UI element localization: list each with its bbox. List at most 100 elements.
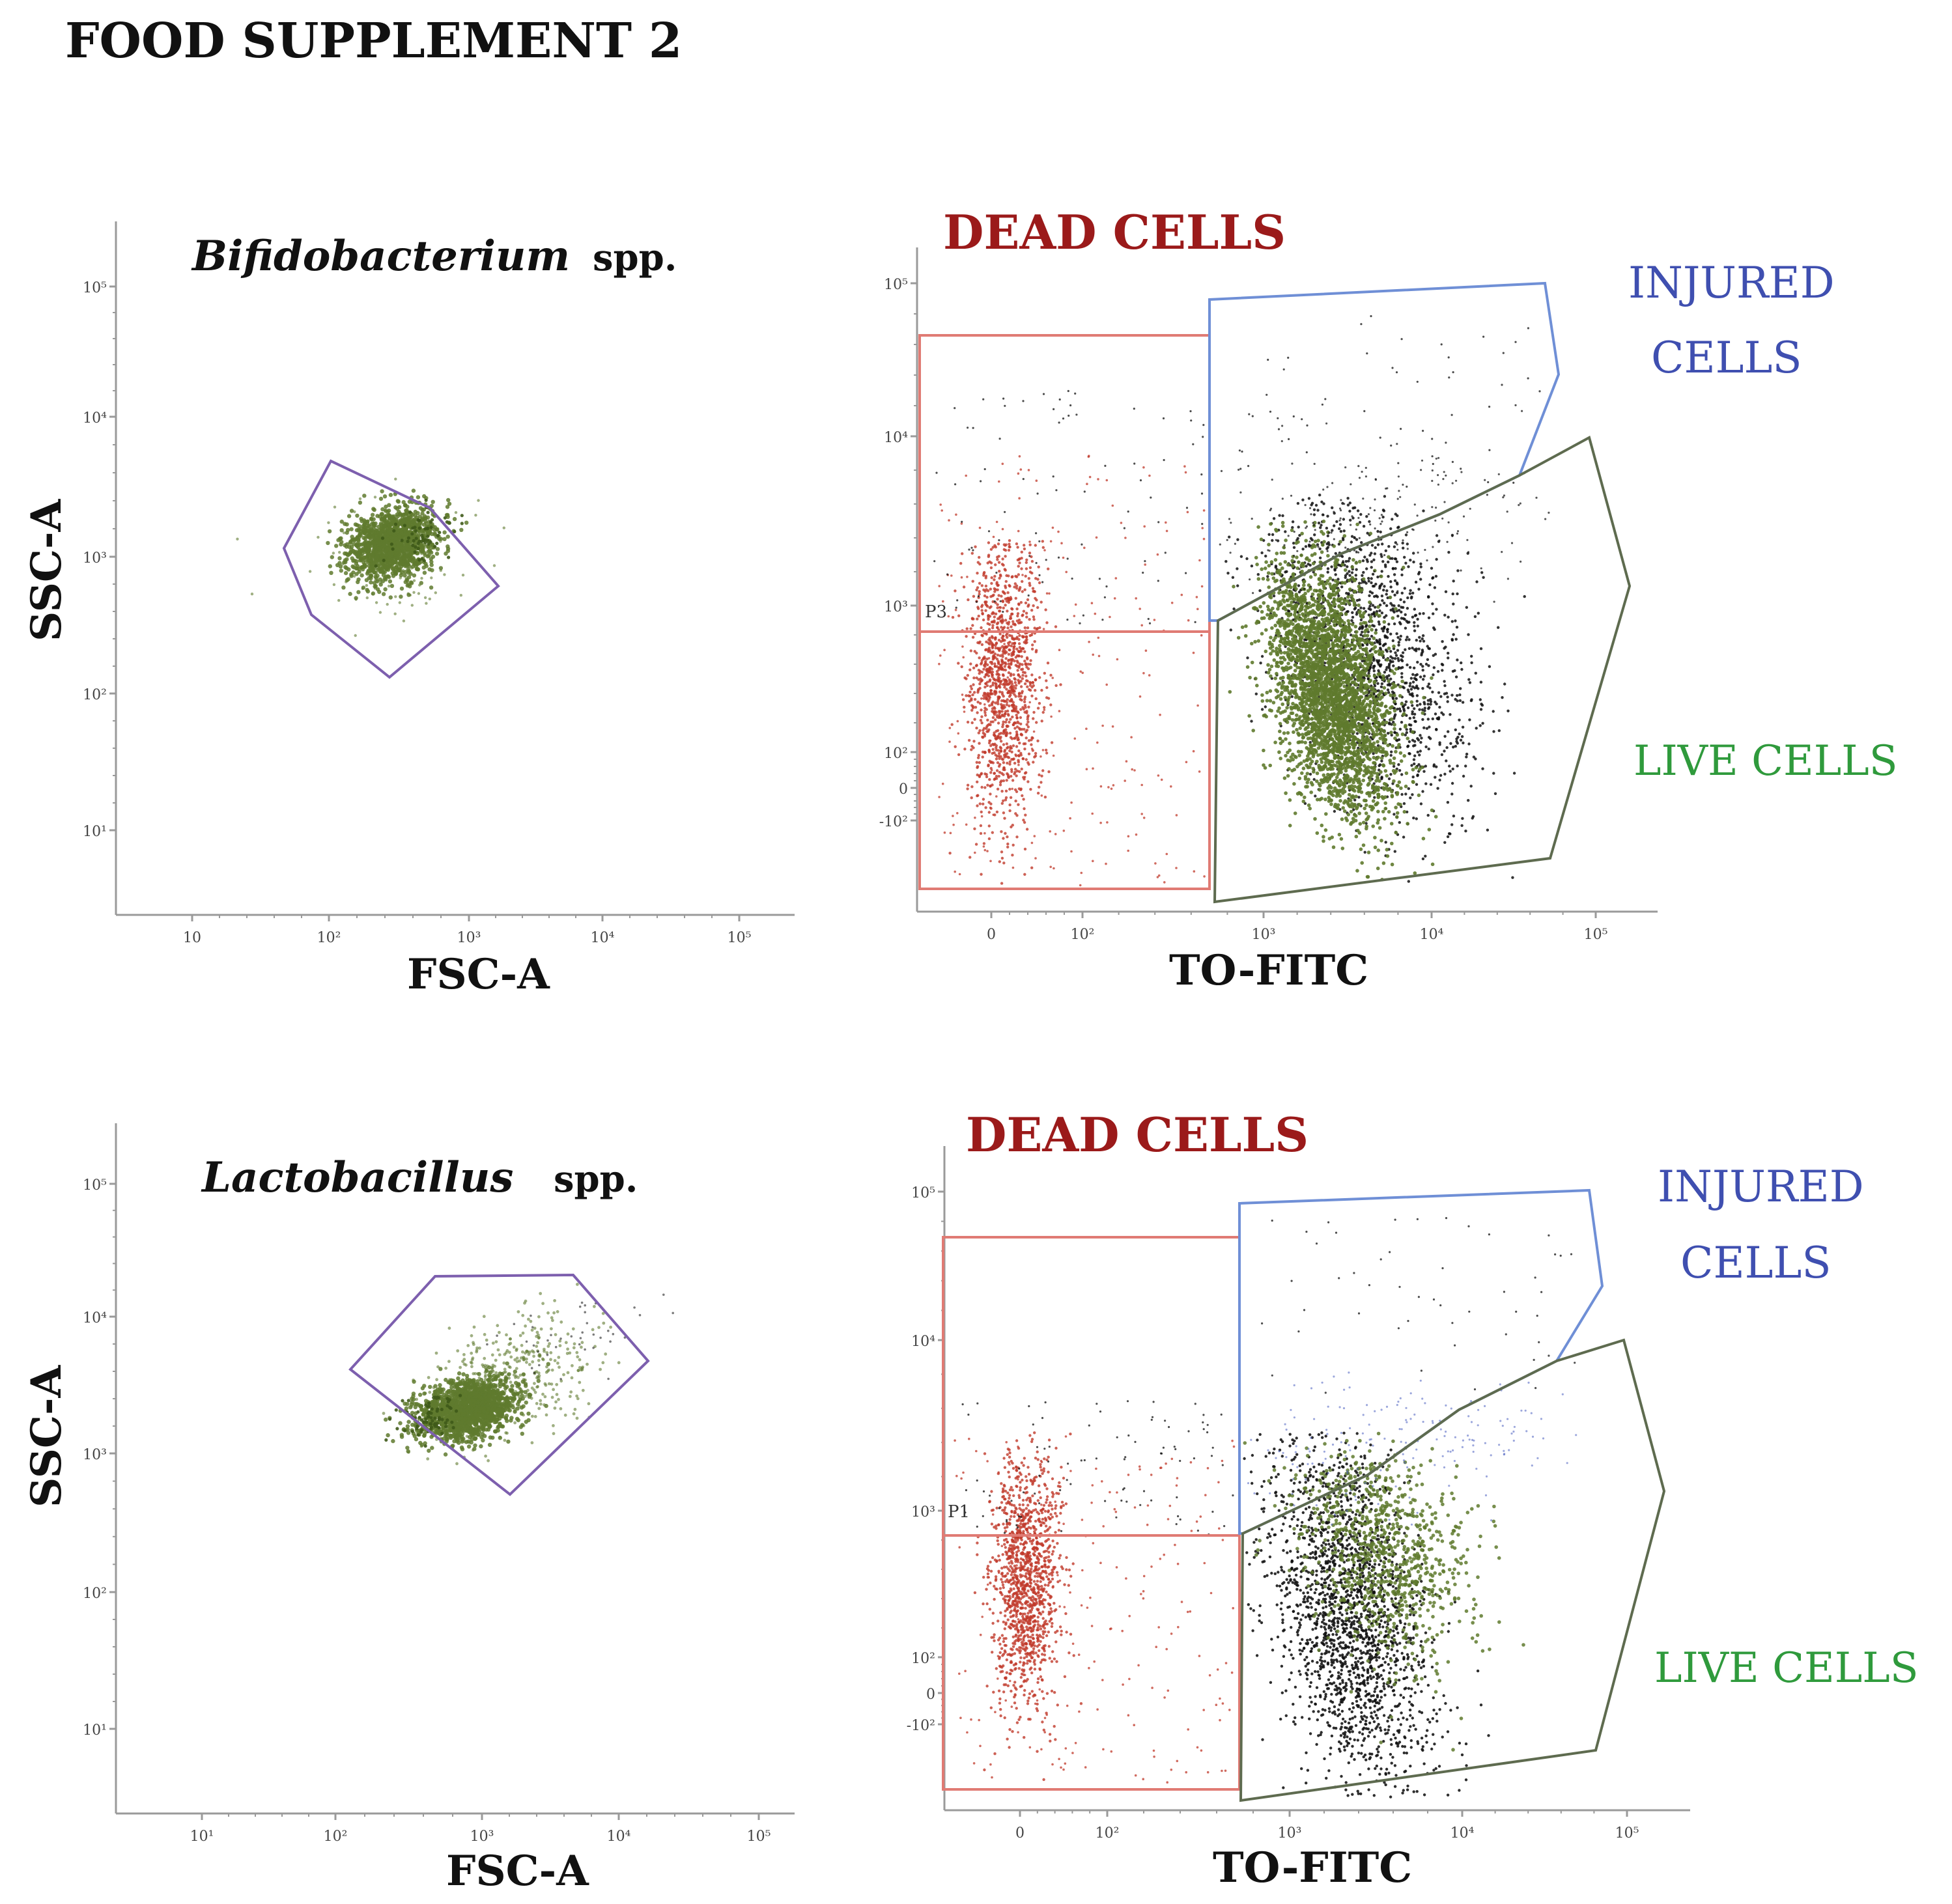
dead-event-dot <box>997 774 1000 778</box>
event-dot <box>375 601 378 604</box>
event-dot <box>1083 490 1086 493</box>
event-dot <box>993 600 996 603</box>
dead-event-dot <box>982 731 985 735</box>
event-dot <box>1147 617 1150 621</box>
live-event-dot <box>1398 769 1402 772</box>
dead-event-dot <box>1052 754 1055 757</box>
live-event-dot <box>1415 783 1419 786</box>
event-dot <box>352 574 356 578</box>
dead-event-dot <box>958 873 961 876</box>
live-event-dot <box>1403 555 1406 559</box>
dead-event-dot <box>1017 573 1021 576</box>
dead-event-dot <box>988 704 991 707</box>
live-event-dot <box>1380 570 1383 573</box>
live-event-dot <box>1389 602 1393 605</box>
live-event-dot <box>1404 533 1408 537</box>
dead-event-dot <box>1014 753 1017 756</box>
dead-event-dot <box>978 563 982 566</box>
y-tick-label: -10² <box>879 814 908 830</box>
dead-event-dot <box>939 503 942 506</box>
live-event-dot <box>1400 792 1404 796</box>
dead-event-dot <box>1008 649 1011 652</box>
live-event-dot <box>1467 742 1471 746</box>
event-dot <box>365 587 369 593</box>
event-dot <box>446 497 451 503</box>
live-event-dot <box>1339 529 1343 533</box>
live-event-dot <box>1428 725 1431 729</box>
live-event-dot <box>1388 684 1392 687</box>
dead-event-dot <box>982 574 985 577</box>
dead-event-dot <box>1021 613 1025 617</box>
live-event-dot <box>1452 815 1456 818</box>
dead-event-dot <box>1140 624 1143 627</box>
dead-event-dot <box>1013 707 1016 710</box>
dead-event-dot <box>1028 552 1032 555</box>
event-dot <box>393 505 398 510</box>
live-event-dot <box>1415 704 1419 707</box>
live-event-dot <box>1469 785 1473 788</box>
event-dot <box>445 520 449 524</box>
dead-event-dot <box>1008 787 1011 791</box>
live-event-dot <box>1416 750 1419 754</box>
dead-event-dot <box>1023 695 1027 699</box>
event-dot <box>1067 389 1069 393</box>
dead-event-dot <box>1026 604 1030 608</box>
live-event-dot <box>1413 624 1416 628</box>
dead-event-dot <box>1004 679 1008 682</box>
live-event-dot <box>1393 657 1397 660</box>
live-event-dot <box>1396 615 1400 618</box>
dead-event-dot <box>989 739 992 742</box>
dead-event-dot <box>983 751 987 754</box>
dead-event-dot <box>1040 794 1043 797</box>
event-dot <box>413 525 417 529</box>
event-dot <box>1202 436 1204 438</box>
live-event-dot <box>1479 647 1483 651</box>
live-event-dot <box>1355 538 1359 541</box>
dead-event-dot <box>1018 455 1021 458</box>
event-dot <box>946 573 949 576</box>
dead-event-dot <box>992 733 996 736</box>
dead-event-dot <box>997 555 1000 558</box>
dead-event-dot <box>1027 577 1031 580</box>
dead-event-dot <box>1004 555 1007 558</box>
live-event-dot <box>1380 776 1383 779</box>
live-event-dot <box>1401 541 1404 545</box>
live-event-dot <box>1454 637 1458 641</box>
live-event-dot <box>1423 707 1426 710</box>
live-event-dot <box>1415 699 1419 703</box>
dead-event-dot <box>1032 684 1036 688</box>
live-event-dot <box>1266 663 1270 667</box>
live-event-dot <box>1389 608 1393 612</box>
event-dot <box>429 557 433 561</box>
dead-event-dot <box>991 751 994 755</box>
dead-event-dot <box>994 612 998 615</box>
live-event-dot <box>1376 595 1379 598</box>
event-dot <box>1035 562 1038 565</box>
dead-event-dot <box>995 774 998 778</box>
event-dot <box>339 568 343 573</box>
dead-event-dot <box>1004 548 1008 552</box>
event-dot <box>391 555 394 558</box>
event-dot <box>435 541 439 546</box>
dead-event-dot <box>1005 703 1009 707</box>
live-event-dot <box>1411 680 1415 684</box>
event-dot <box>393 556 397 559</box>
event-dot <box>1041 581 1044 583</box>
event-dot <box>308 570 312 573</box>
event-dot <box>338 564 343 569</box>
dead-event-dot <box>1019 716 1023 720</box>
dead-event-dot <box>1008 665 1011 669</box>
dead-event-dot <box>1007 597 1010 600</box>
live-event-dot <box>1391 639 1394 643</box>
live-event-dot <box>1439 774 1443 777</box>
live-event-dot <box>1399 666 1402 670</box>
dead-event-dot <box>992 813 995 817</box>
event-dot <box>1004 511 1006 513</box>
dead-event-dot <box>982 664 986 667</box>
event-dot <box>383 549 388 553</box>
dead-event-dot <box>993 587 997 591</box>
dead-event-dot <box>1025 723 1028 726</box>
event-dot <box>381 592 386 596</box>
dead-event-dot <box>993 574 997 578</box>
live-event-dot <box>1441 663 1445 667</box>
